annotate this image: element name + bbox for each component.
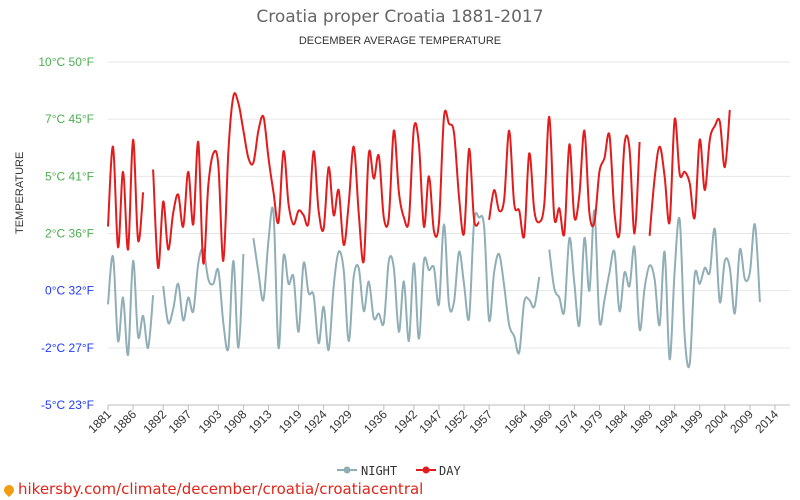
- x-tick-label: 1942: [391, 407, 420, 436]
- y-ticks: 10°C 50°F 7°C 45°F 5°C 41°F 2°C 36°F 0°C 32°…: [38, 55, 94, 412]
- x-tick-label: 1903: [196, 407, 225, 436]
- legend-day-label: DAY: [439, 464, 461, 478]
- footer-link[interactable]: hikersby.com/climate/december/croatia/cr…: [1, 480, 424, 498]
- location-pin-icon: [1, 482, 17, 497]
- series-line-day: [488, 115, 641, 239]
- series-line-night: [548, 209, 761, 369]
- series-line-day: [648, 109, 731, 236]
- series-line-day: [152, 92, 481, 269]
- x-tick-label: 1952: [441, 407, 470, 436]
- x-tick-label: 1979: [577, 407, 606, 436]
- x-tick-label: 2009: [727, 407, 756, 436]
- x-tick-label: 1936: [361, 407, 390, 436]
- x-tick-label: 1929: [326, 407, 355, 436]
- x-tick-label: 1999: [677, 407, 706, 436]
- series-line-night: [252, 206, 541, 355]
- x-tick-label: 1984: [602, 407, 631, 436]
- x-tick-label: 1974: [552, 407, 581, 436]
- x-tick-label: 1957: [466, 407, 495, 436]
- series-line-day: [107, 138, 145, 251]
- legend-night-label: NIGHT: [361, 464, 397, 478]
- series: [107, 92, 761, 369]
- series-line-night: [107, 255, 155, 356]
- x-tick-label: 1924: [301, 407, 330, 436]
- x-tick-label: 1913: [246, 407, 275, 436]
- x-tick-label: 1947: [416, 407, 445, 436]
- x-tick-label: 2004: [702, 407, 731, 436]
- x-tick-label: 1964: [502, 407, 531, 436]
- y-tick-label: 7°C 45°F: [45, 112, 94, 126]
- x-tick-label: 1908: [221, 407, 250, 436]
- legend-day[interactable]: DAY: [416, 464, 461, 478]
- legend-night[interactable]: NIGHT: [337, 464, 397, 478]
- x-tick-label: 1919: [276, 407, 305, 436]
- x-tick-label: 2014: [752, 407, 781, 436]
- x-tick-label: 1892: [141, 407, 170, 436]
- y-tick-label: 10°C 50°F: [38, 55, 94, 69]
- x-tick-label: 1989: [627, 407, 656, 436]
- y-tick-label: 0°C 32°F: [45, 284, 94, 298]
- y-tick-label: -5°C 23°F: [41, 398, 94, 412]
- x-tick-label: 1886: [110, 407, 139, 436]
- y-tick-label: -2°C 27°F: [41, 341, 94, 355]
- x-tick-label: 1994: [652, 407, 681, 436]
- grid: [108, 61, 790, 406]
- footer-url: hikersby.com/climate/december/croatia/cr…: [18, 480, 424, 498]
- x-tick-label: 1897: [166, 407, 195, 436]
- y-tick-label: 5°C 41°F: [45, 169, 94, 183]
- legend[interactable]: NIGHT DAY: [337, 464, 461, 478]
- x-tick-label: 1969: [527, 407, 556, 436]
- chart-title: Croatia proper Croatia 1881-2017: [256, 7, 544, 27]
- y-tick-label: 2°C 36°F: [45, 227, 94, 241]
- chart-subtitle: DECEMBER AVERAGE TEMPERATURE: [298, 35, 502, 47]
